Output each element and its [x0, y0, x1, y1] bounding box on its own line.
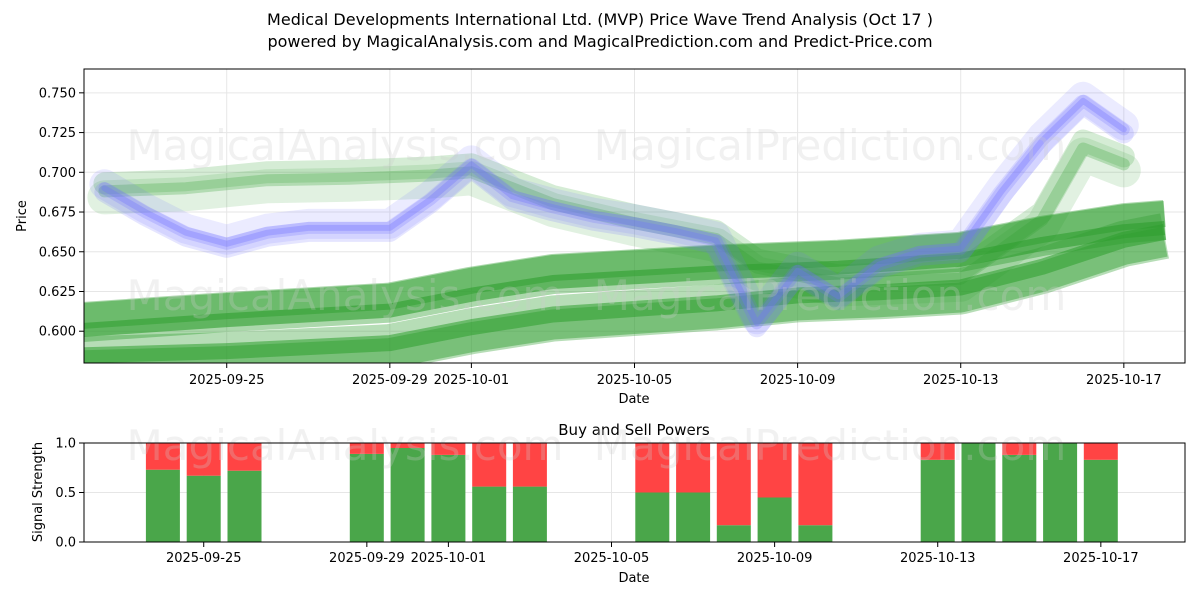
- sell-bar: [145, 443, 180, 470]
- chart-subtitle: powered by MagicalAnalysis.com and Magic…: [267, 32, 932, 51]
- blue-price-wave: [98, 94, 1130, 330]
- green-trend-band: [84, 221, 1166, 337]
- buy-bar: [431, 454, 466, 542]
- green-upper-wave: [98, 142, 1130, 290]
- blue-price-wave: [89, 81, 1139, 335]
- watermark-prediction-top: MagicalPrediction.com: [594, 121, 1067, 170]
- price-y-tick-label: 0.650: [39, 245, 76, 260]
- price-x-tick-label: 2025-10-17: [1086, 373, 1162, 388]
- sell-bar: [1002, 443, 1037, 455]
- price-ticks: 2025-09-25 2025-09-29 2025-10-01 2025-10-05…: [39, 86, 1162, 388]
- sell-bar: [676, 443, 711, 493]
- sell-bar: [920, 443, 955, 460]
- price-y-axis-label: Price: [15, 200, 30, 232]
- price-y-tick-label: 0.725: [39, 126, 76, 141]
- signal-x-tick-label: 2025-10-01: [411, 551, 487, 566]
- signal-plot-frame: [83, 442, 1186, 543]
- blue-price-wave: [94, 94, 1134, 338]
- price-y-tick-label: 0.600: [39, 325, 76, 340]
- sell-bar: [635, 443, 670, 493]
- buy-bar: [145, 469, 180, 542]
- watermark-prediction-bottom: MagicalPrediction.com: [594, 421, 1067, 470]
- green-lower-band: [84, 224, 1167, 363]
- blue-price-wave: [101, 97, 1127, 327]
- green-lower-band: [84, 227, 1168, 363]
- signal-x-tick-label: 2025-10-17: [1063, 551, 1139, 566]
- sell-bar: [798, 443, 833, 526]
- buy-bar: [1083, 459, 1118, 542]
- sell-bar: [1083, 443, 1118, 460]
- green-upper-wave: [87, 137, 1141, 307]
- buy-bar: [472, 486, 507, 542]
- buy-bar: [961, 443, 996, 542]
- signal-y-tick-label: 1.0: [55, 437, 76, 452]
- signal-x-tick-label: 2025-10-13: [900, 551, 976, 566]
- sell-bar: [472, 443, 507, 487]
- buy-bar: [186, 475, 221, 542]
- green-trend-band: [84, 201, 1166, 329]
- price-x-tick-label: 2025-10-01: [434, 373, 510, 388]
- price-panel: MagicalAnalysis.com MagicalPrediction.co…: [15, 68, 1186, 407]
- buy-bar: [512, 486, 547, 542]
- price-plot-frame: [83, 68, 1186, 364]
- sell-bar: [186, 443, 221, 476]
- sell-bar: [512, 443, 547, 487]
- price-bands: [84, 81, 1169, 363]
- buy-bar: [798, 525, 833, 542]
- signal-x-tick-label: 2025-09-29: [329, 551, 405, 566]
- price-x-tick-label: 2025-10-13: [923, 373, 999, 388]
- signal-ticks: 2025-09-25 2025-09-29 2025-10-01 2025-10-05…: [55, 437, 1138, 567]
- buy-bar: [227, 470, 262, 542]
- sell-bar: [227, 443, 262, 471]
- signal-x-axis-label: Date: [618, 571, 649, 586]
- price-x-tick-label: 2025-09-29: [352, 373, 428, 388]
- signal-x-tick-label: 2025-10-05: [574, 551, 650, 566]
- buy-bar: [757, 497, 792, 542]
- sell-bar: [757, 443, 792, 498]
- watermark-prediction-mid: MagicalPrediction.com: [594, 271, 1067, 320]
- watermark-analysis-top: MagicalAnalysis.com: [127, 121, 564, 170]
- signal-x-tick-label: 2025-10-09: [737, 551, 813, 566]
- buy-bar: [676, 492, 711, 542]
- buy-bar: [920, 459, 955, 542]
- watermark-analysis-bottom: MagicalAnalysis.com: [127, 421, 564, 470]
- buy-bar: [390, 447, 425, 542]
- sell-bar: [431, 443, 466, 455]
- signal-y-axis-label: Signal Strength: [31, 442, 46, 542]
- price-x-tick-label: 2025-10-05: [597, 373, 673, 388]
- signal-chart-title: Buy and Sell Powers: [558, 421, 710, 439]
- sell-bar: [349, 443, 384, 454]
- signal-bars: [145, 443, 1118, 542]
- price-x-tick-label: 2025-09-25: [189, 373, 265, 388]
- buy-bar: [716, 525, 751, 542]
- price-y-tick-label: 0.625: [39, 285, 76, 300]
- chart-title: Medical Developments International Ltd. …: [267, 10, 933, 29]
- buy-bar: [1002, 454, 1037, 542]
- signal-x-tick-label: 2025-09-25: [166, 551, 242, 566]
- signal-panel: Buy and Sell Powers MagicalAnalysis.com …: [31, 421, 1186, 586]
- price-y-tick-label: 0.675: [39, 206, 76, 221]
- buy-bar: [635, 492, 670, 542]
- buy-bar: [1043, 443, 1078, 542]
- signal-y-tick-label: 0.0: [55, 536, 76, 551]
- price-y-tick-label: 0.700: [39, 166, 76, 181]
- price-x-axis-label: Date: [618, 392, 649, 407]
- price-x-tick-label: 2025-10-09: [760, 373, 836, 388]
- watermark-analysis-mid: MagicalAnalysis.com: [127, 271, 564, 320]
- sell-bar: [390, 443, 425, 448]
- buy-bar: [349, 453, 384, 542]
- green-upper-wave: [93, 129, 1135, 287]
- sell-bar: [716, 443, 751, 526]
- signal-y-tick-label: 0.5: [55, 486, 76, 501]
- price-y-tick-label: 0.750: [39, 86, 76, 101]
